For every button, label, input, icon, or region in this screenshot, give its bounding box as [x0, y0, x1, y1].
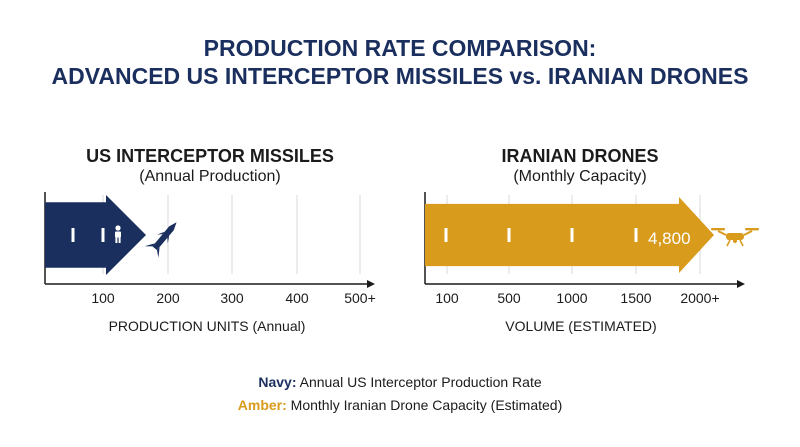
left-tick-label-0: 100 [91, 290, 115, 306]
right-chart-subtitle: (Monthly Capacity) [513, 168, 647, 185]
person-icon-leg-right [118, 237, 121, 243]
drone-icon [711, 228, 759, 247]
missile-icon-wing-bottom [167, 235, 170, 244]
drone-icon-arm-right [743, 230, 753, 236]
right-tick-label-0: 100 [435, 290, 459, 306]
left-tick-label-2: 300 [220, 290, 244, 306]
drone-icon-rotor-left [711, 228, 725, 231]
legend-amber: Amber: Monthly Iranian Drone Capacity (E… [0, 397, 800, 413]
left-tick-label-3: 400 [285, 290, 309, 306]
right-bar-marker-0 [444, 228, 448, 242]
page-title-line-1: PRODUCTION RATE COMPARISON: [203, 35, 597, 61]
missile-icon-fin-bottom [157, 247, 160, 258]
drone-icon-camera [733, 239, 737, 243]
person-icon-head [115, 225, 121, 231]
right-bar-marker-1 [507, 228, 511, 242]
missile-icon-fin-top [144, 243, 155, 247]
legend-navy: Navy: Annual US Interceptor Production R… [0, 374, 800, 390]
legend-navy-text: Annual US Interceptor Production Rate [296, 374, 542, 390]
left-axis-label: PRODUCTION UNITS (Annual) [109, 318, 306, 334]
left-bar-marker-1 [101, 228, 105, 242]
left-chart-subtitle: (Annual Production) [139, 168, 281, 185]
right-value-label: 4,800 [648, 229, 691, 248]
left-chart-title: US INTERCEPTOR MISSILES [86, 146, 334, 166]
right-tick-label-4: 2000+ [680, 290, 719, 306]
person-icon-body [115, 231, 121, 238]
left-chart: 100 200 300 400 500+ PRODUCTION UNITS (Annual… [44, 192, 376, 334]
legend-amber-key: Amber: [237, 397, 287, 413]
person-icon-leg-left [115, 237, 118, 243]
missile-icon [144, 222, 177, 258]
missile-icon-body [152, 222, 177, 251]
legend-amber-text: Monthly Iranian Drone Capacity (Estimate… [286, 397, 563, 413]
left-bar [45, 195, 146, 275]
person-icon [115, 225, 121, 243]
drone-icon-leg-left [726, 239, 731, 247]
right-tick-label-2: 1000 [556, 290, 587, 306]
right-tick-label-1: 500 [497, 290, 521, 306]
drone-icon-body [726, 233, 744, 240]
left-bar-marker-0 [71, 228, 75, 242]
left-tick-label-4: 500+ [344, 290, 376, 306]
right-chart-title: IRANIAN DRONES [501, 146, 659, 166]
left-tick-label-1: 200 [156, 290, 180, 306]
legend-navy-key: Navy: [258, 374, 297, 390]
drone-icon-leg-right [739, 239, 744, 247]
right-x-axis-arrow [737, 280, 745, 288]
right-bar-marker-3 [634, 228, 638, 242]
right-bar [425, 197, 714, 273]
drone-icon-arm-left [717, 230, 727, 236]
right-tick-label-3: 1500 [620, 290, 651, 306]
left-x-axis-arrow [367, 280, 375, 288]
right-chart: 100 500 1000 1500 2000+ VOLUME (ESTIMATED) 4,8… [424, 192, 759, 334]
right-bar-marker-2 [570, 228, 574, 242]
drone-icon-rotor-right [745, 228, 759, 231]
right-axis-label: VOLUME (ESTIMATED) [505, 318, 656, 334]
page-title-line-2: ADVANCED US INTERCEPTOR MISSILES vs. IRA… [51, 63, 749, 89]
